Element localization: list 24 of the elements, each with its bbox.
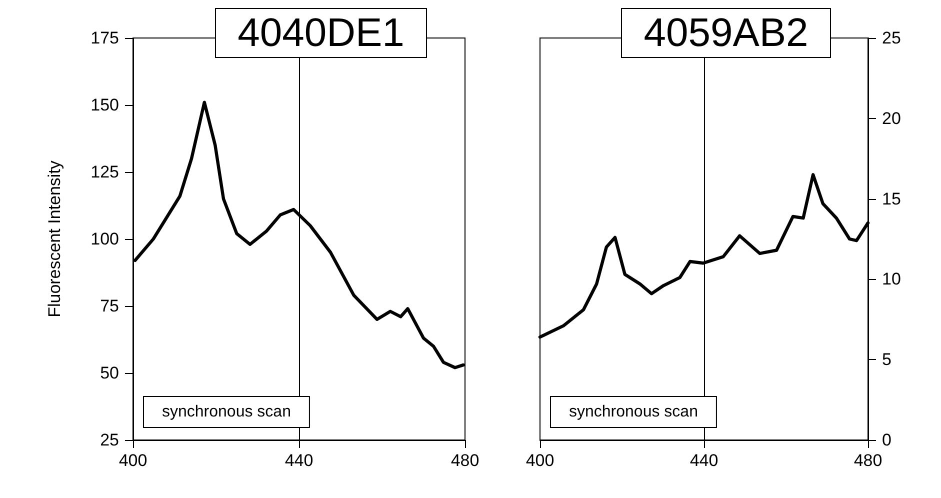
annotation: synchronous scan [162, 404, 291, 420]
y-tick-label: 150 [90, 96, 119, 114]
x-tick-label: 440 [284, 451, 314, 470]
x-tick-label: 480 [854, 451, 882, 470]
chart-title: 4040DE1 [238, 11, 404, 55]
y-tick-label: 100 [90, 230, 119, 248]
chart-title: 4059AB2 [644, 11, 808, 55]
x-tick-label: 400 [118, 451, 148, 470]
y2-tick-label: 0 [882, 430, 892, 450]
y2-tick-label: 20 [882, 108, 901, 128]
y-tick-label: 125 [90, 162, 119, 182]
y-tick-label: 75 [100, 296, 119, 316]
x-tick-label: 400 [526, 451, 554, 470]
y-tick-label: 175 [90, 28, 119, 48]
y2-tick-label: 10 [882, 270, 901, 289]
y-axis-title: Fluorescent Intensity [45, 160, 64, 318]
annotation: synchronous scan [569, 404, 698, 420]
x-tick-label: 440 [690, 451, 718, 470]
y-tick-label: 25 [100, 430, 119, 450]
x-tick-label: 480 [450, 451, 480, 470]
y2-tick-label: 25 [882, 28, 901, 48]
y2-tick-label: 15 [882, 189, 901, 208]
y-tick-label: 50 [100, 364, 119, 382]
y2-tick-label: 5 [882, 350, 892, 370]
